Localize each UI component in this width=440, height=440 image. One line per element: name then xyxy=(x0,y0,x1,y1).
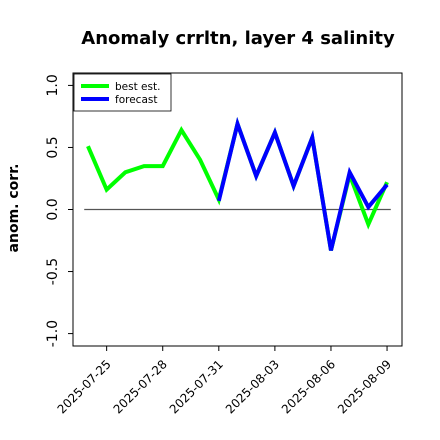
series-line-forecast xyxy=(216,116,389,251)
x-tick-label: 2025-08-06 xyxy=(279,357,338,416)
y-tick-label: 1.0 xyxy=(45,74,61,96)
y-axis-label: anom. corr. xyxy=(6,164,22,253)
legend-label: forecast xyxy=(115,94,157,106)
chart-title: Anomaly crrltn, layer 4 salinity xyxy=(81,28,395,49)
y-tick-label: -1.0 xyxy=(45,320,61,347)
x-tick-label: 2025-07-31 xyxy=(167,357,226,416)
legend-label: best est. xyxy=(115,81,160,93)
y-tick-label: -0.5 xyxy=(45,258,61,285)
x-tick-label: 2025-07-25 xyxy=(55,357,114,416)
x-tick-label: 2025-08-03 xyxy=(223,357,282,416)
x-tick-label: 2025-07-28 xyxy=(111,357,170,416)
y-tick-label: 0.0 xyxy=(45,198,61,220)
legend-box xyxy=(73,73,172,112)
y-tick-label: 0.5 xyxy=(45,136,61,158)
x-tick-label: 2025-08-09 xyxy=(335,357,394,416)
series-line-best-est xyxy=(86,116,389,251)
